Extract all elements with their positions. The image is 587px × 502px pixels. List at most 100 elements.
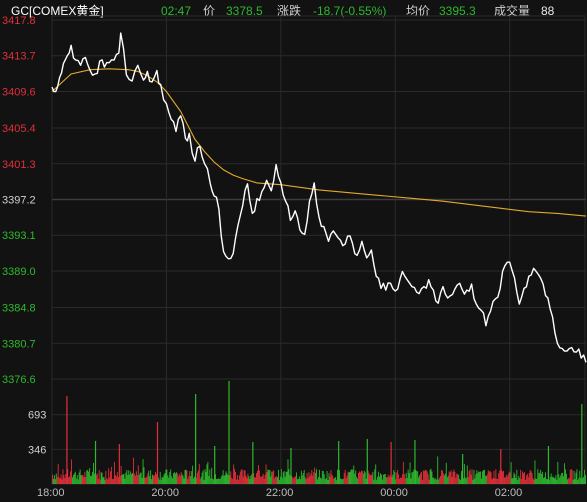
volume-bar — [209, 469, 211, 484]
volume-bar — [490, 472, 492, 484]
volume-bar-spike — [500, 449, 502, 484]
volume-bar — [507, 473, 509, 484]
volume-bar — [93, 473, 95, 484]
volume-bar — [451, 477, 453, 484]
volume-bar — [124, 478, 126, 484]
volume-bar — [363, 470, 365, 484]
volume-bar — [476, 470, 478, 484]
volume-bar — [534, 460, 536, 484]
volume-bar — [314, 467, 316, 484]
volume-bar — [431, 471, 433, 484]
volume-bar — [488, 471, 490, 484]
last-price: 3378.5 — [226, 4, 263, 18]
time-tick-label: 18:00 — [37, 487, 65, 499]
time-tick-label: 00:00 — [380, 487, 408, 499]
volume-bar — [413, 469, 415, 484]
volume-bar-spike — [118, 444, 120, 484]
volume-bar — [384, 474, 386, 484]
volume-bar — [229, 475, 231, 484]
volume-bar — [117, 477, 119, 484]
volume-bar — [332, 476, 334, 484]
volume-bar — [339, 478, 341, 484]
volume-bar — [498, 473, 500, 484]
volume-bar — [311, 470, 313, 484]
volume-bar — [573, 471, 575, 484]
volume-bar — [206, 464, 208, 484]
volume-bar — [296, 472, 298, 484]
volume-bar — [461, 471, 462, 484]
volume-bar — [293, 478, 295, 484]
volume-bar — [437, 456, 439, 484]
volume-bar — [447, 475, 449, 484]
volume-bar — [171, 476, 173, 484]
volume-bar — [180, 471, 182, 484]
volume-bar — [497, 478, 499, 484]
volume-bar — [249, 478, 251, 484]
volume-bar — [364, 472, 366, 484]
time-tick-label: 20:00 — [151, 487, 179, 499]
volume-bar — [468, 471, 470, 484]
volume-bar — [54, 479, 56, 484]
volume-bar — [85, 477, 87, 484]
volume-bar — [448, 471, 450, 484]
volume-bar — [449, 472, 451, 484]
volume-bar — [537, 469, 539, 484]
volume-bar — [282, 472, 284, 484]
symbol-label[interactable]: GC[COMEX黄金] — [11, 4, 104, 18]
volume-bar — [53, 475, 55, 484]
volume-bar — [494, 478, 496, 484]
volume-bar — [459, 479, 461, 484]
volume-bar — [199, 478, 201, 484]
volume-bar — [515, 478, 517, 484]
volume-bar — [566, 479, 568, 484]
volume-bar — [201, 472, 203, 484]
volume-bar — [200, 476, 202, 484]
volume-bar — [397, 469, 399, 484]
volume-bar — [80, 475, 82, 484]
volume-bar — [556, 479, 558, 484]
volume-bar — [353, 465, 355, 484]
volume-bar — [544, 472, 546, 484]
volume-bar — [207, 461, 209, 484]
volume-bar — [154, 471, 156, 484]
volume-bar — [526, 473, 528, 484]
volume-bar — [393, 469, 395, 484]
volume-bar — [520, 469, 522, 484]
volume-bar — [462, 478, 464, 484]
volume-bar — [423, 470, 425, 484]
chart-grid — [51, 15, 586, 485]
volume-bar-spike — [66, 396, 68, 484]
volume-bar — [107, 479, 109, 484]
volume-bar — [232, 478, 234, 484]
volume-bar — [281, 477, 283, 484]
volume-bar — [369, 475, 371, 484]
volume-bar — [231, 477, 233, 484]
volume-bar — [346, 475, 348, 484]
volume-bar — [509, 472, 511, 484]
price-line — [51, 32, 587, 363]
volume-bar — [522, 471, 524, 484]
volume-bar — [503, 477, 505, 484]
volume-bar — [477, 473, 479, 484]
volume-bar — [517, 479, 519, 484]
chart-frame — [51, 15, 586, 485]
volume-bar — [303, 469, 305, 484]
volume-bar — [234, 468, 236, 484]
volume-bar — [524, 472, 525, 484]
volume-bar — [564, 463, 565, 484]
volume-bar — [372, 471, 374, 484]
volume-bar-spike — [366, 439, 368, 484]
volume-bar — [242, 476, 244, 484]
price-tick-label: 3409.6 — [2, 86, 36, 98]
volume-bar — [278, 479, 280, 484]
volume-bar — [386, 477, 388, 484]
volume-bar — [109, 477, 111, 484]
volume-bar — [544, 477, 545, 484]
volume-bar — [540, 469, 542, 484]
volume-bar — [365, 478, 367, 484]
volume-bar — [216, 479, 217, 484]
volume-bar — [57, 463, 59, 484]
volume-bar — [380, 474, 382, 484]
volume-bar — [289, 474, 291, 484]
